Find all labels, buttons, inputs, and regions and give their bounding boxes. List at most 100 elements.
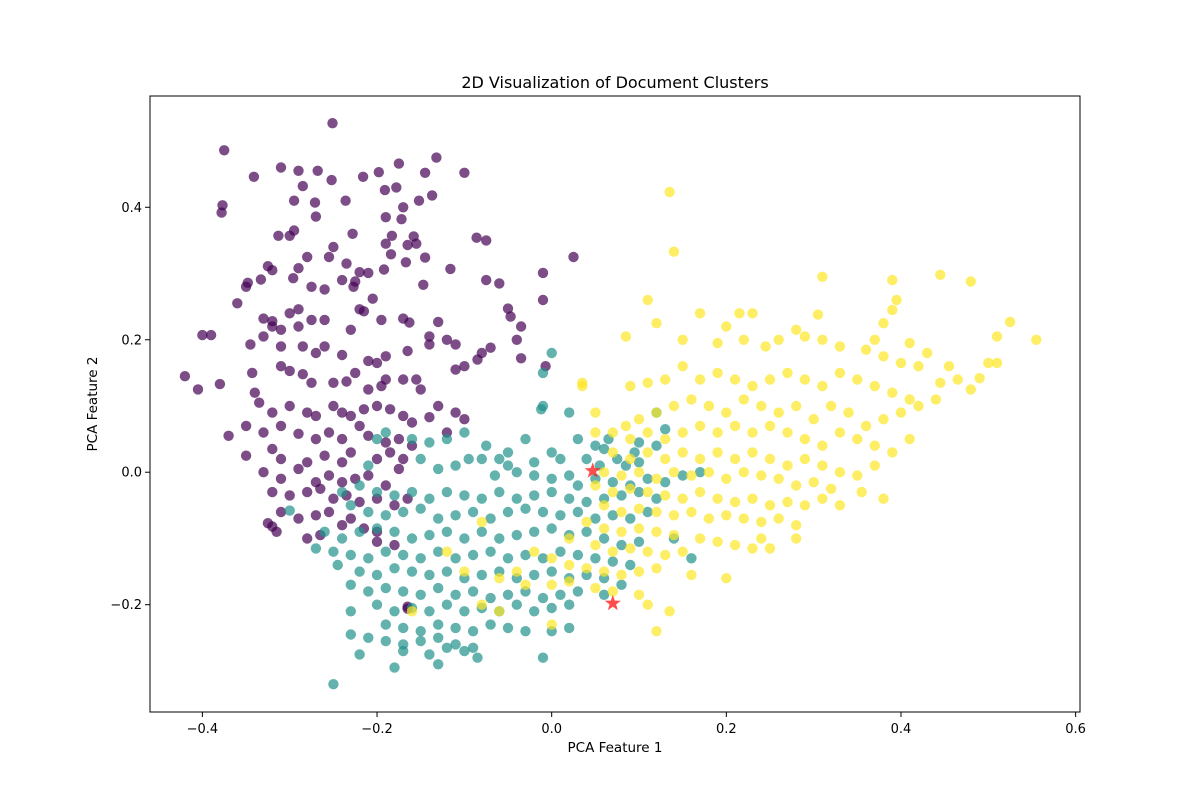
data-point [904,337,915,349]
data-point [315,483,326,494]
data-point [625,483,636,494]
data-point [712,536,723,547]
data-point [642,599,653,610]
data-point [799,500,811,511]
data-point [433,659,444,670]
data-point [791,520,802,531]
data-point [520,549,531,561]
data-point [520,433,531,445]
data-point [913,400,924,412]
data-point [747,427,758,438]
data-point [363,430,374,441]
data-point [441,334,453,345]
data-point [878,318,889,329]
data-point [389,662,400,673]
data-point [494,278,505,289]
data-point [564,622,575,634]
data-point [293,304,304,315]
data-point [406,533,418,544]
data-point [887,387,898,398]
data-point [852,433,863,445]
data-point [293,263,304,274]
data-point [411,374,422,385]
data-point [255,274,267,285]
data-point [747,447,758,458]
data-point [738,394,749,405]
data-point [275,453,287,465]
data-point [472,354,483,365]
data-point [572,549,584,561]
data-point [598,589,610,600]
data-point [856,486,867,498]
data-point [273,230,284,241]
data-point [302,486,313,498]
data-point [310,211,322,222]
data-point [502,589,514,600]
data-point [396,214,407,225]
data-point [590,539,601,551]
data-point [834,467,846,478]
data-point [869,460,880,471]
data-point [546,619,557,630]
data-point [616,526,627,537]
data-point [424,339,435,350]
data-point [197,329,208,341]
data-point [459,645,470,657]
x-tick-label: 0.0 [541,722,562,737]
data-point [398,374,409,385]
data-point [433,400,444,412]
data-point [463,453,474,465]
data-point [546,486,557,498]
data-point [494,573,505,584]
data-point [577,380,588,392]
data-point [537,267,549,279]
data-point [502,460,514,471]
data-point [651,626,662,637]
data-point [694,308,706,319]
data-point [721,573,732,584]
data-point [668,467,680,478]
data-point [358,404,370,415]
data-point [288,225,300,236]
data-point [721,407,732,418]
data-point [764,453,776,465]
data-point [223,430,234,441]
data-point [537,553,549,564]
data-point [616,539,627,551]
data-point [642,486,653,498]
data-point [406,486,418,498]
data-point [358,306,370,317]
data-point [764,543,776,554]
data-point [869,334,880,345]
data-point [371,357,383,369]
data-point [271,526,282,537]
data-point [677,470,688,481]
data-point [773,513,784,524]
data-point [922,347,933,359]
data-point [345,500,356,511]
data-point [459,533,470,544]
data-point [555,510,566,521]
data-point [411,238,422,249]
data-point [616,579,627,590]
data-point [288,273,299,284]
data-point [633,414,645,425]
data-point [668,510,680,521]
data-point [258,427,269,438]
data-point [413,195,425,206]
data-point [511,334,522,345]
data-point [319,450,330,461]
data-point [773,473,784,484]
data-point [799,374,811,385]
data-point [433,463,444,475]
data-point [511,529,522,541]
data-point [703,467,715,478]
data-point [598,566,610,577]
data-point [502,553,514,564]
data-point [363,355,374,367]
data-point [393,463,405,475]
data-point [336,457,348,468]
data-point [240,420,252,432]
data-point [232,298,243,309]
data-point [431,152,442,163]
